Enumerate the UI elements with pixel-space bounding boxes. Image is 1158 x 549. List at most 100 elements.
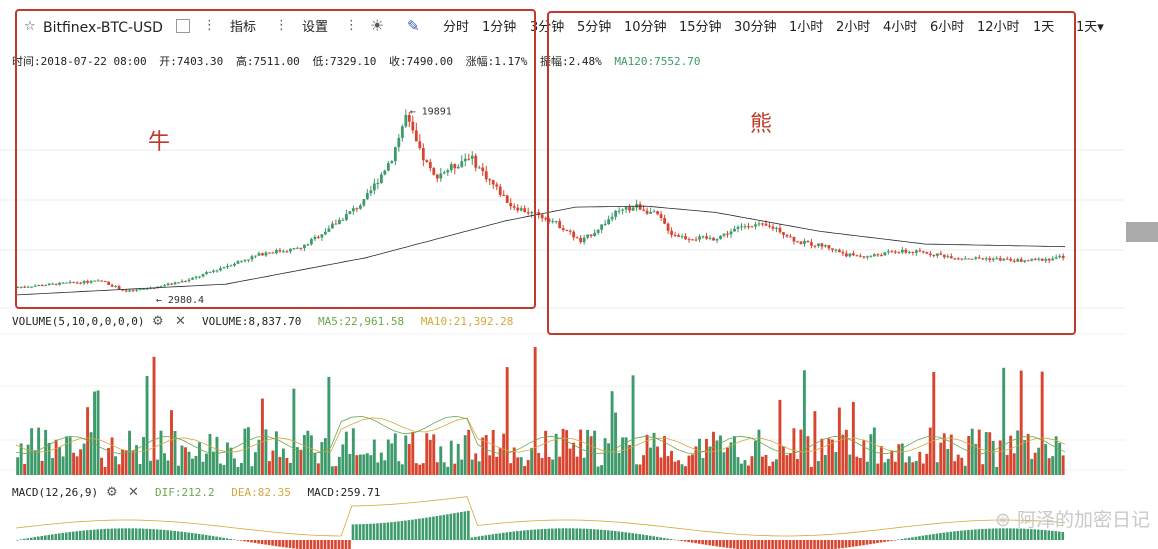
more-vertical-icon[interactable]: ⋮ [203,18,216,33]
volume-bar [51,458,55,475]
volume-bar [827,438,831,475]
macd-value: MACD:259.71 [307,486,381,499]
macd-bar [285,540,288,548]
candle [512,206,516,208]
volume-bar [638,464,642,475]
macd-bar [634,533,638,540]
macd-bar [785,540,788,549]
volume-bar [1019,370,1023,475]
candle [187,279,191,282]
macd-bar [589,529,593,540]
volume-bar [229,447,233,475]
candle [351,208,355,212]
interval-1d[interactable]: 1天 [1033,20,1055,35]
volume-bar [774,459,778,475]
macd-bar [320,540,323,549]
interval-2h[interactable]: 2小时 [836,20,871,35]
interval-1h[interactable]: 1小时 [789,20,824,35]
macd-bar [85,530,89,540]
candle [390,161,394,164]
candle [198,276,201,278]
interval-6h[interactable]: 6小时 [930,20,965,35]
volume-bar [558,456,562,475]
macd-bar [19,539,23,540]
candle [740,226,743,228]
info-change: 涨幅:1.17% [465,55,528,68]
macd-indicator-name[interactable]: MACD(12,26,9) [12,486,99,499]
interval-dropdown[interactable]: 1天▾ [1076,20,1104,35]
macd-bar [341,540,344,549]
volume-bar [561,428,565,475]
macd-bar [334,540,337,549]
pencil-icon[interactable]: ✎ [407,17,420,35]
candle [726,233,729,235]
candle [282,251,285,253]
volume-bar [949,434,953,475]
candle [593,232,597,236]
volume-bar [631,375,635,475]
volume-bar [75,456,79,475]
volume-bar [453,463,457,475]
candle [379,174,383,184]
interval-4h[interactable]: 4小时 [883,20,918,35]
volume-bar [858,457,862,475]
macd-bar [439,515,442,540]
macd-bar [1061,531,1065,540]
interval-30m[interactable]: 30分钟 [734,20,777,35]
interval-fenshi[interactable]: 分时 [443,20,470,35]
macd-bar [288,540,292,549]
candle [579,237,583,243]
volume-bar [299,449,303,475]
candle [425,160,429,162]
interval-12h[interactable]: 12小时 [977,20,1020,35]
sun-icon[interactable]: ☀ [370,16,385,35]
macd-bar [229,538,232,540]
more-vertical-icon[interactable]: ⋮ [275,18,288,33]
macd-bar [921,535,925,540]
volume-bar [659,457,663,475]
macd-bar [1037,529,1040,540]
interval-5m[interactable]: 5分钟 [577,20,612,35]
volume-bar [596,466,600,475]
interval-1m[interactable]: 1分钟 [482,20,517,35]
macd-bar [872,540,876,544]
volume-bar [939,442,943,475]
volume-bar [516,457,520,475]
star-outline-icon[interactable]: ☆ [24,19,36,34]
gear-icon[interactable]: ⚙ [152,314,164,329]
candle [54,283,58,285]
indicators-button[interactable]: 指标 [230,20,257,35]
candle [337,219,341,225]
macd-bar [379,523,383,540]
candle [327,228,331,232]
gear-icon[interactable]: ⚙ [106,485,118,500]
volume-bar [159,430,163,475]
volume-bar [628,445,632,475]
interval-15m[interactable]: 15分钟 [679,20,722,35]
volume-bar [383,460,387,475]
settings-button[interactable]: 设置 [302,20,329,35]
symbol-name[interactable]: Bitfinex-BTC-USD [43,20,163,36]
volume-bar [198,442,201,475]
macd-bar [278,540,281,547]
macd-bar [750,540,753,549]
macd-bar [309,540,313,549]
more-vertical-icon[interactable]: ⋮ [345,18,358,33]
interval-10m[interactable]: 10分钟 [624,20,667,35]
candle [596,229,600,233]
volume-indicator-name[interactable]: VOLUME(5,10,0,0,0,0) [12,315,145,328]
candle [733,228,736,232]
volume-bar [680,464,684,475]
volume-bar [47,442,51,475]
volume-bar [911,462,915,475]
volume-bar [722,452,726,475]
close-icon[interactable]: ✕ [175,314,186,329]
close-icon[interactable]: ✕ [128,485,139,500]
volume-bar [743,460,747,475]
expand-icon[interactable] [176,19,190,33]
volume-bar [844,429,848,475]
candle [586,234,590,238]
volume-bar [883,462,887,475]
volume-bar [729,442,733,475]
